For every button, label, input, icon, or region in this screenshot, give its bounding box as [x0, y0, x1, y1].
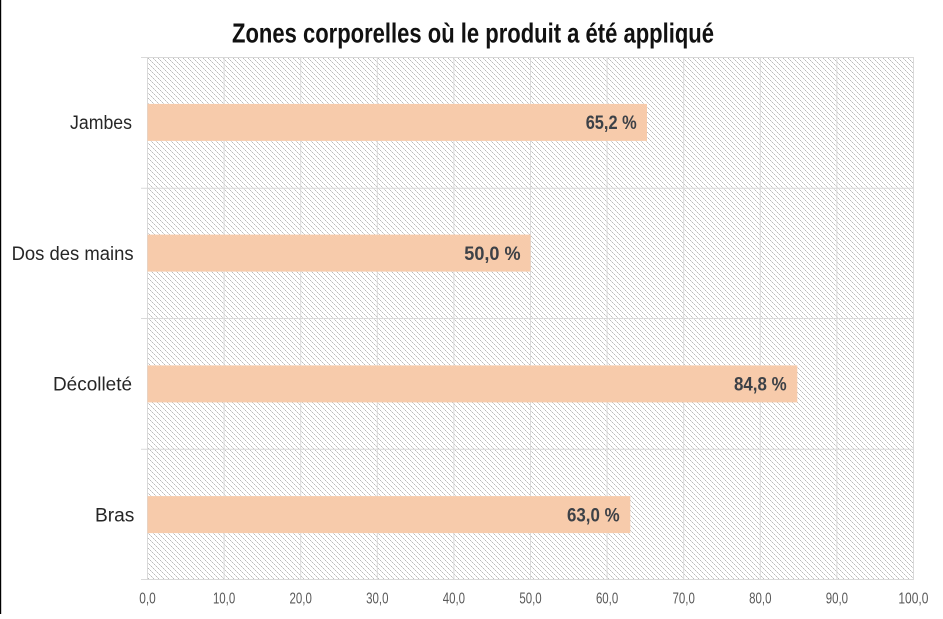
svg-text:0,0: 0,0 [139, 590, 156, 607]
svg-text:Jambes: Jambes [70, 112, 132, 134]
svg-text:50,0 %: 50,0 % [464, 243, 520, 265]
svg-text:Dos des mains: Dos des mains [12, 243, 134, 265]
svg-text:50,0: 50,0 [519, 590, 542, 607]
svg-text:63,0 %: 63,0 % [567, 504, 620, 526]
svg-text:30,0: 30,0 [366, 590, 389, 607]
svg-text:Décolleté: Décolleté [53, 374, 132, 396]
svg-text:80,0: 80,0 [749, 590, 772, 607]
svg-text:Bras: Bras [95, 504, 135, 526]
svg-text:60,0: 60,0 [596, 590, 619, 607]
svg-text:20,0: 20,0 [290, 590, 313, 607]
svg-text:70,0: 70,0 [673, 590, 696, 607]
svg-text:Zones corporelles où le produi: Zones corporelles où le produit a été ap… [232, 17, 714, 48]
svg-text:10,0: 10,0 [213, 590, 236, 607]
svg-text:90,0: 90,0 [826, 590, 849, 607]
svg-text:65,2 %: 65,2 % [586, 112, 637, 134]
svg-text:84,8 %: 84,8 % [734, 374, 787, 396]
svg-text:100,0: 100,0 [898, 590, 928, 607]
svg-text:40,0: 40,0 [443, 590, 466, 607]
